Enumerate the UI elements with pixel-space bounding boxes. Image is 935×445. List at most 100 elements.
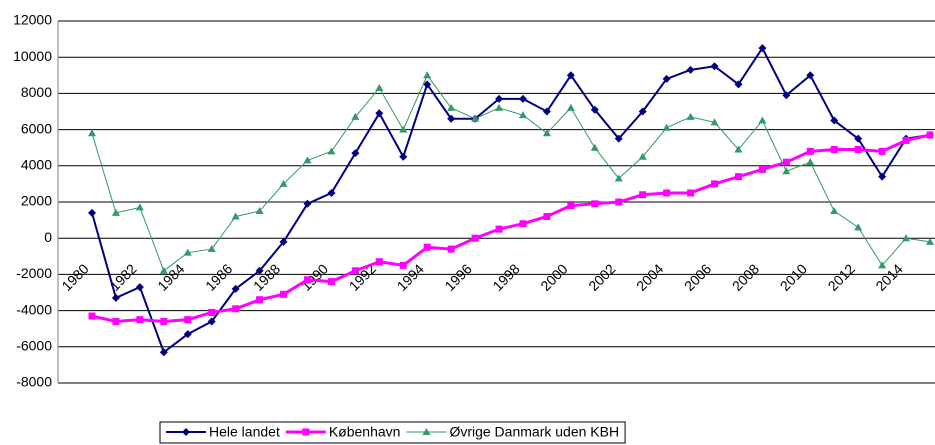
point bbox=[878, 261, 887, 269]
point bbox=[878, 172, 887, 181]
series-line bbox=[91, 133, 931, 323]
point bbox=[734, 173, 742, 181]
point bbox=[854, 146, 862, 154]
legend: Hele landet København Øvrige Danmark uden … bbox=[159, 421, 626, 444]
x-tick-label: 1980 bbox=[58, 260, 91, 293]
point bbox=[88, 208, 96, 217]
y-tick-label: -6000 bbox=[16, 338, 52, 354]
point bbox=[279, 237, 288, 246]
point bbox=[471, 234, 479, 242]
point bbox=[806, 71, 815, 80]
point bbox=[135, 203, 144, 211]
y-tick-label: 12000 bbox=[13, 12, 52, 28]
x-tick-label: 2008 bbox=[729, 260, 762, 293]
legend-label: Hele landet bbox=[209, 424, 280, 440]
point bbox=[351, 149, 360, 158]
point bbox=[542, 107, 551, 116]
y-tick-label: -2000 bbox=[16, 265, 52, 281]
point bbox=[591, 200, 599, 208]
point bbox=[111, 293, 120, 302]
point bbox=[303, 199, 312, 208]
point bbox=[327, 147, 336, 155]
point bbox=[111, 208, 120, 216]
x-tick-label: 2012 bbox=[825, 260, 858, 293]
point bbox=[902, 136, 910, 144]
series-line bbox=[91, 74, 931, 272]
y-tick-label: 6000 bbox=[21, 120, 52, 136]
point bbox=[734, 145, 743, 153]
point bbox=[182, 428, 190, 436]
point bbox=[303, 156, 312, 164]
point bbox=[447, 103, 456, 111]
point bbox=[159, 348, 168, 357]
point bbox=[447, 114, 456, 123]
point bbox=[495, 103, 504, 111]
point bbox=[854, 223, 863, 231]
point bbox=[639, 191, 647, 199]
point bbox=[686, 112, 695, 120]
point bbox=[782, 158, 790, 166]
point bbox=[184, 316, 192, 324]
point bbox=[399, 152, 408, 161]
y-tick-label: -4000 bbox=[16, 301, 52, 317]
point bbox=[471, 114, 480, 122]
point bbox=[590, 143, 599, 151]
point bbox=[351, 267, 359, 275]
y-tick-label: 0 bbox=[44, 229, 52, 245]
point bbox=[375, 83, 384, 91]
point bbox=[567, 202, 575, 210]
point bbox=[207, 317, 216, 326]
point bbox=[327, 278, 335, 286]
point bbox=[399, 125, 408, 133]
point bbox=[518, 111, 527, 119]
point bbox=[232, 305, 240, 313]
point bbox=[830, 146, 838, 154]
series bbox=[88, 131, 934, 325]
point bbox=[159, 266, 168, 274]
point bbox=[422, 428, 431, 435]
point bbox=[902, 234, 911, 242]
point bbox=[399, 261, 407, 269]
x-tick-label: 1988 bbox=[250, 260, 283, 293]
point bbox=[710, 118, 719, 126]
point bbox=[615, 198, 623, 206]
x-tick-label: 1992 bbox=[346, 260, 379, 293]
point bbox=[231, 284, 240, 293]
point bbox=[758, 165, 766, 173]
point bbox=[88, 312, 96, 320]
point bbox=[830, 207, 839, 215]
point bbox=[663, 189, 671, 197]
point bbox=[279, 179, 288, 187]
point bbox=[208, 308, 216, 316]
point bbox=[734, 80, 743, 89]
point bbox=[710, 62, 719, 71]
point bbox=[638, 107, 647, 116]
point bbox=[782, 91, 791, 100]
y-tick-label: 10000 bbox=[13, 48, 52, 64]
point bbox=[830, 116, 839, 125]
point bbox=[686, 65, 695, 74]
point bbox=[543, 212, 551, 220]
point bbox=[566, 71, 575, 80]
point bbox=[662, 123, 671, 131]
point bbox=[926, 237, 934, 245]
x-tick-label: 1996 bbox=[441, 260, 474, 293]
point bbox=[782, 167, 791, 175]
point bbox=[255, 266, 264, 275]
point bbox=[806, 158, 815, 166]
point bbox=[687, 189, 695, 197]
point bbox=[280, 290, 288, 298]
point bbox=[638, 152, 647, 160]
legend-label: Øvrige Danmark uden KBH bbox=[449, 424, 619, 440]
point bbox=[231, 212, 240, 220]
point bbox=[256, 296, 264, 304]
point bbox=[88, 129, 96, 137]
point bbox=[375, 258, 383, 266]
x-tick-label: 2010 bbox=[777, 260, 810, 293]
x-tick-label: 1998 bbox=[489, 260, 522, 293]
series-line bbox=[91, 46, 931, 354]
y-tick-label: -8000 bbox=[16, 374, 52, 390]
x-tick-label: 1986 bbox=[202, 260, 235, 293]
point bbox=[806, 147, 814, 155]
